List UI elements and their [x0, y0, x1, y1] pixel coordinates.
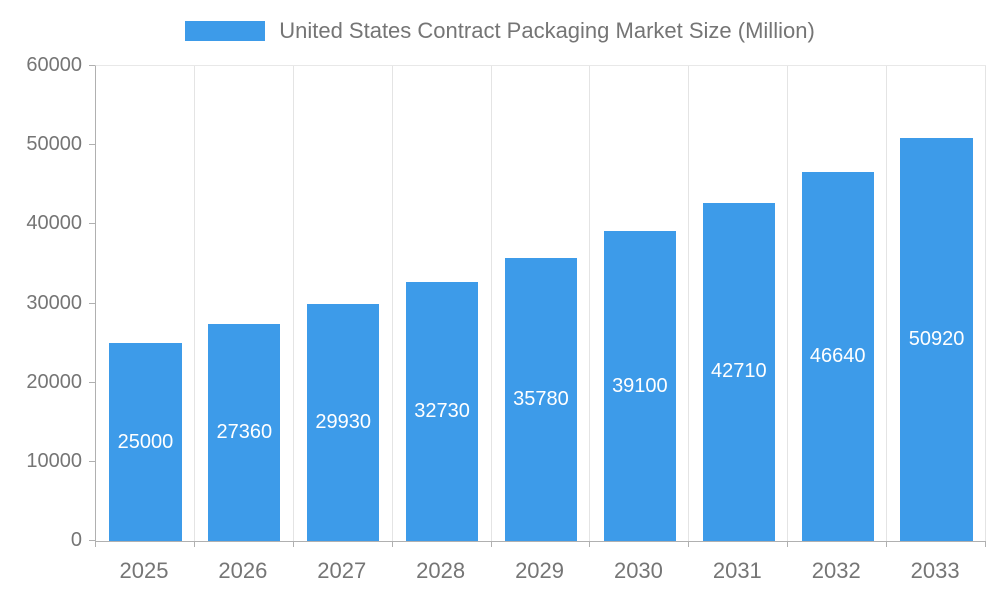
- bar[interactable]: 42710: [702, 202, 775, 541]
- x-axis-tick-label: 2033: [910, 558, 960, 583]
- bar-value-label: 42710: [710, 360, 767, 383]
- y-axis-tick-mark: [89, 381, 95, 383]
- vertical-gridline: [490, 66, 492, 541]
- vertical-gridline: [292, 66, 294, 541]
- y-axis-tick-label: 50000: [26, 133, 82, 156]
- x-axis-tick-mark: [95, 541, 96, 547]
- bar[interactable]: 27360: [208, 324, 281, 541]
- bar-value-label: 32730: [414, 399, 470, 422]
- x-axis-tick-mark: [886, 541, 888, 547]
- legend: United States Contract Packaging Market …: [0, 18, 1000, 44]
- y-axis-tick-mark: [89, 144, 95, 146]
- y-axis-tick-mark: [89, 302, 95, 304]
- x-axis-tick-mark: [391, 541, 393, 547]
- y-axis-tick-label: 20000: [26, 370, 82, 393]
- y-axis-tick-label: 40000: [26, 212, 82, 235]
- bar[interactable]: 32730: [406, 281, 479, 541]
- legend-swatch[interactable]: [185, 21, 266, 41]
- vertical-gridline: [193, 66, 195, 541]
- vertical-gridline: [688, 66, 690, 541]
- bar[interactable]: 39100: [603, 231, 676, 541]
- vertical-gridline: [391, 66, 393, 541]
- x-axis-tick-label: 2027: [317, 558, 367, 583]
- bar-value-label: 46640: [809, 344, 866, 367]
- bar-value-label: 50920: [908, 327, 965, 350]
- x-axis-tick-mark: [490, 541, 492, 547]
- x-axis-tick-label: 2025: [119, 558, 169, 583]
- x-axis-tick-mark: [787, 541, 789, 547]
- bar[interactable]: 25000: [109, 343, 182, 541]
- x-axis-tick-label: 2032: [811, 558, 861, 583]
- x-axis-tick-label: 2030: [613, 558, 663, 583]
- x-axis-tick-label: 2028: [416, 558, 466, 583]
- vertical-gridline: [985, 66, 986, 541]
- y-axis-tick-label: 30000: [26, 291, 82, 314]
- vertical-gridline: [886, 66, 888, 541]
- y-axis-tick-mark: [89, 65, 95, 66]
- bar[interactable]: 29930: [307, 304, 380, 541]
- x-axis-tick-label: 2026: [218, 558, 268, 583]
- bar-value-label: 39100: [612, 374, 668, 397]
- bar-value-label: 25000: [117, 430, 174, 453]
- y-axis-tick-mark: [89, 223, 95, 225]
- x-axis-tick-label: 2029: [515, 558, 565, 583]
- bar-value-label: 35780: [513, 387, 569, 410]
- x-axis-tick-mark: [985, 541, 986, 547]
- x-axis-tick-mark: [292, 541, 294, 547]
- y-axis-tick-label: 60000: [26, 54, 82, 76]
- y-axis-tick-label: 10000: [26, 449, 82, 472]
- x-axis-tick-mark: [688, 541, 690, 547]
- x-axis-tick-mark: [193, 541, 195, 547]
- chart-title: United States Contract Packaging Market …: [279, 18, 815, 43]
- bar-value-label: 27360: [216, 421, 273, 444]
- y-axis-tick-mark: [89, 540, 95, 541]
- y-axis-tick-label: 0: [70, 529, 82, 551]
- bar[interactable]: 46640: [801, 171, 874, 541]
- vertical-gridline: [787, 66, 789, 541]
- y-axis-tick-mark: [89, 460, 95, 462]
- x-axis-tick-label: 2031: [712, 558, 762, 583]
- x-axis-tick-mark: [589, 541, 591, 547]
- vertical-gridline: [589, 66, 591, 541]
- bar[interactable]: 50920: [900, 137, 973, 541]
- bar-value-label: 29930: [315, 411, 372, 434]
- bar[interactable]: 35780: [504, 257, 578, 541]
- plot-area: 25000 27360 29930 32730 35780 39100 42710 46640…: [95, 65, 986, 542]
